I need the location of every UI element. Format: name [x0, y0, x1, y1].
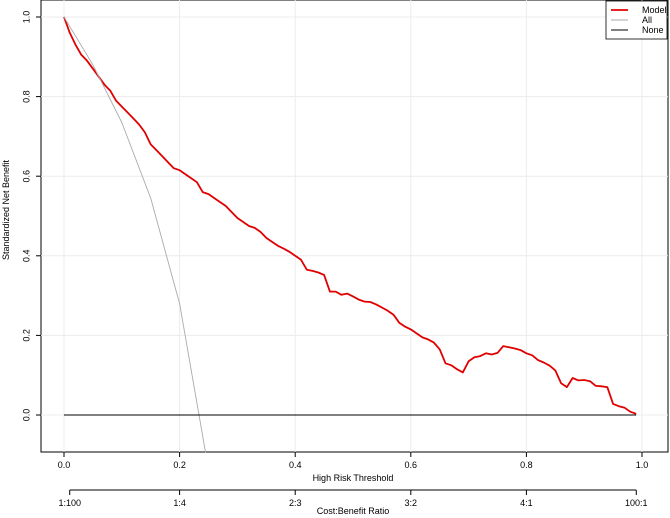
- cost-benefit-tick-label-5: 100:1: [625, 498, 648, 508]
- cost-benefit-axis: 1:100 1:4 2:3 3:2 4:1 100:1: [58, 489, 648, 508]
- cost-benefit-tick-label-4: 4:1: [520, 498, 533, 508]
- y-tick-label-2: 0.4: [21, 250, 31, 263]
- x-axis: 0.0 0.2 0.4 0.6 0.8 1.0: [58, 452, 649, 470]
- y-axis: 0.0 0.2 0.4 0.6 0.8 1.0: [21, 11, 41, 422]
- series-line-model: [63, 16, 637, 415]
- series-line-all: [63, 16, 207, 453]
- cost-benefit-tick-label-2: 2:3: [289, 498, 302, 508]
- cost-benefit-tick-label-0: 1:100: [58, 498, 81, 508]
- y-axis-label: Standardized Net Benefit: [1, 159, 11, 260]
- grid-lines: [41, 0, 668, 452]
- y-tick-label-4: 0.8: [21, 90, 31, 103]
- x-tick-label-0: 0.0: [58, 460, 71, 470]
- plot-border: [40, 0, 669, 453]
- x-tick-label-5: 1.0: [636, 460, 649, 470]
- x-tick-label-1: 0.2: [173, 460, 186, 470]
- y-tick-label-5: 1.0: [21, 11, 31, 24]
- legend-label-all: All: [642, 15, 652, 25]
- y-tick-label-3: 0.6: [21, 170, 31, 183]
- x-axis-label: High Risk Threshold: [313, 473, 394, 483]
- legend-label-model: Model: [642, 5, 667, 15]
- cost-benefit-axis-label: Cost:Benefit Ratio: [317, 506, 390, 516]
- series-layer: [63, 16, 637, 453]
- x-tick-label-3: 0.6: [405, 460, 418, 470]
- y-tick-label-1: 0.2: [21, 329, 31, 342]
- x-tick-label-2: 0.4: [289, 460, 302, 470]
- legend-label-none: None: [642, 25, 664, 35]
- cost-benefit-tick-label-1: 1:4: [173, 498, 186, 508]
- cost-benefit-tick-label-3: 3:2: [405, 498, 418, 508]
- x-tick-label-4: 0.8: [520, 460, 533, 470]
- y-tick-label-0: 0.0: [21, 409, 31, 422]
